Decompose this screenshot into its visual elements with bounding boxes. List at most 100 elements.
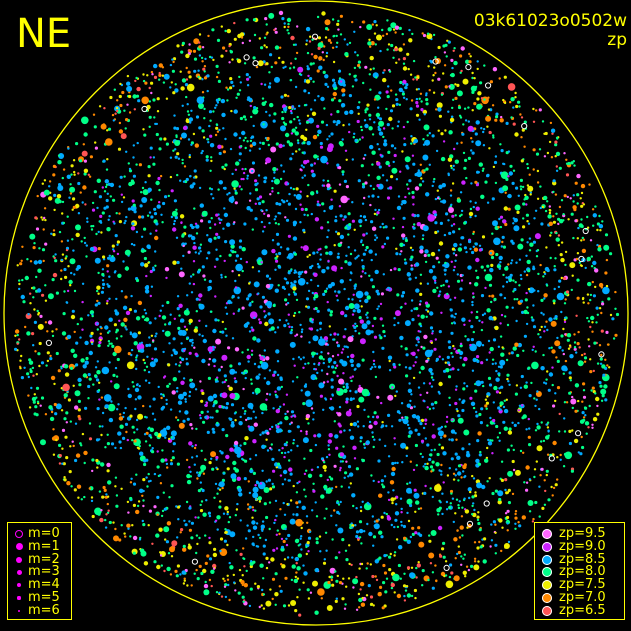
- star-point: [287, 202, 291, 206]
- star-point: [140, 550, 147, 557]
- star-point: [337, 19, 340, 23]
- star-point: [160, 458, 165, 463]
- star-point: [166, 466, 169, 469]
- star-point: [174, 140, 181, 146]
- star-point: [254, 416, 258, 419]
- star-point: [51, 334, 55, 338]
- star-point: [179, 573, 182, 576]
- star-point: [353, 66, 357, 70]
- star-point: [172, 260, 177, 265]
- star-point: [316, 157, 320, 161]
- star-point: [323, 336, 329, 341]
- star-point: [505, 305, 509, 309]
- star-point: [471, 303, 474, 307]
- star-point: [34, 216, 38, 220]
- star-point: [53, 208, 56, 212]
- star-point: [239, 116, 243, 121]
- star-point: [568, 376, 572, 380]
- star-point: [327, 439, 332, 444]
- star-point: [217, 235, 221, 239]
- star-point: [326, 179, 330, 183]
- star-point: [330, 514, 333, 517]
- star-point: [118, 121, 122, 125]
- star-point: [402, 43, 406, 46]
- star-point: [431, 434, 436, 439]
- star-point: [223, 380, 226, 384]
- star-point: [67, 147, 70, 150]
- star-point: [101, 272, 105, 277]
- star-point: [358, 138, 362, 141]
- star-point: [129, 332, 133, 336]
- star-point: [314, 610, 319, 615]
- star-point: [335, 579, 339, 583]
- star-point: [268, 114, 271, 117]
- star-point: [124, 422, 129, 426]
- star-point: [73, 488, 77, 492]
- star-point: [534, 209, 538, 212]
- star-point: [97, 292, 100, 295]
- star-point: [252, 508, 255, 512]
- star-point: [451, 182, 455, 185]
- star-point: [437, 525, 443, 531]
- star-point: [368, 531, 373, 537]
- star-point: [318, 362, 321, 365]
- star-point: [222, 127, 225, 130]
- star-point: [375, 24, 378, 27]
- star-point: [278, 449, 281, 452]
- star-point: [253, 422, 258, 427]
- star-point: [37, 323, 44, 330]
- star-point: [164, 458, 168, 462]
- star-point: [408, 179, 412, 183]
- star-point: [361, 202, 365, 205]
- star-point: [373, 212, 377, 216]
- star-point: [349, 358, 354, 364]
- star-point: [546, 453, 550, 456]
- star-point: [352, 578, 359, 585]
- star-point: [114, 234, 118, 238]
- star-point: [520, 277, 523, 281]
- star-point: [416, 171, 423, 178]
- star-point: [119, 446, 123, 450]
- star-point: [557, 234, 561, 237]
- star-point: [433, 177, 436, 181]
- star-point: [261, 431, 265, 435]
- star-point: [403, 258, 407, 261]
- star-point: [221, 320, 224, 324]
- star-point: [402, 216, 406, 220]
- star-point: [48, 196, 53, 201]
- star-point: [150, 215, 154, 219]
- star-point: [155, 180, 160, 186]
- star-point: [33, 260, 38, 265]
- star-point: [27, 375, 30, 379]
- star-point: [278, 56, 281, 60]
- star-point: [121, 90, 125, 95]
- star-point: [270, 443, 273, 446]
- star-point: [538, 485, 541, 488]
- star-point: [529, 193, 532, 196]
- star-point: [26, 372, 30, 376]
- star-point: [260, 82, 263, 86]
- star-point: [332, 120, 336, 124]
- star-point: [334, 599, 338, 604]
- star-point: [381, 346, 385, 350]
- star-point: [507, 175, 510, 178]
- star-point: [265, 480, 268, 483]
- star-point: [148, 115, 152, 119]
- star-point: [204, 561, 208, 566]
- star-point: [58, 443, 62, 447]
- star-point: [217, 487, 220, 490]
- star-point: [485, 407, 488, 410]
- star-point: [142, 358, 145, 362]
- star-point: [352, 445, 357, 450]
- star-point: [437, 77, 441, 81]
- star-point: [156, 513, 159, 516]
- star-point: [536, 169, 540, 173]
- star-point: [420, 108, 424, 112]
- star-point: [580, 218, 583, 221]
- star-point: [540, 467, 544, 471]
- star-point: [448, 231, 452, 235]
- star-point: [120, 290, 124, 293]
- star-point: [186, 417, 190, 421]
- star-point: [201, 91, 205, 94]
- star-point: [503, 101, 507, 105]
